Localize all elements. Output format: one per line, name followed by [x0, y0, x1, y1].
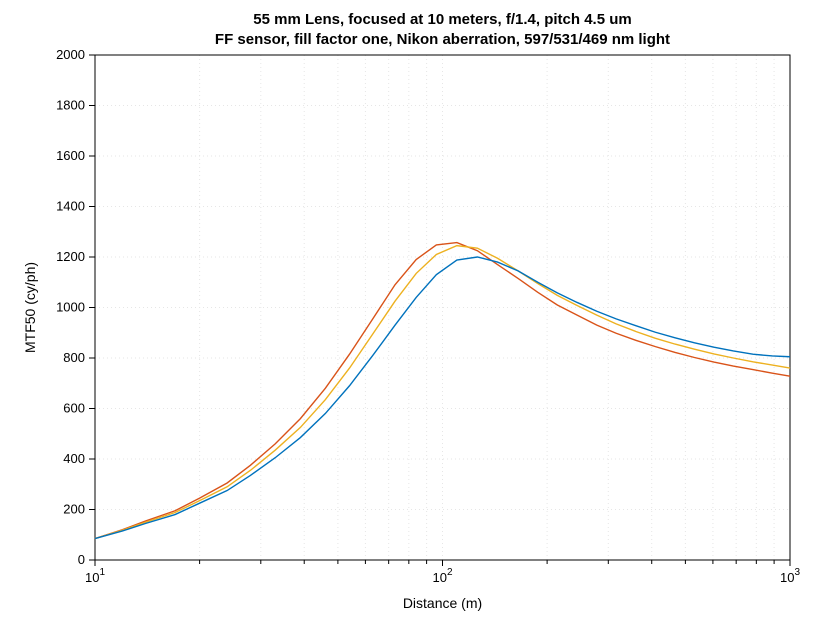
- tick-label-y: 1200: [56, 249, 85, 264]
- tick-label-y: 800: [63, 350, 85, 365]
- chart-container: 55 mm Lens, focused at 10 meters, f/1.4,…: [0, 0, 840, 630]
- mtf-chart: 55 mm Lens, focused at 10 meters, f/1.4,…: [0, 0, 840, 630]
- series-531-nm: [95, 246, 790, 539]
- tick-label-x: 103: [780, 567, 800, 585]
- tick-label-y: 0: [78, 552, 85, 567]
- tick-label-y: 1000: [56, 300, 85, 315]
- tick-label-y: 1600: [56, 148, 85, 163]
- x-axis-label: Distance (m): [403, 595, 482, 611]
- tick-label-y: 1400: [56, 199, 85, 214]
- tick-label-y: 200: [63, 502, 85, 517]
- tick-label-y: 2000: [56, 47, 85, 62]
- tick-label-x: 102: [432, 567, 452, 585]
- chart-title-line2: FF sensor, fill factor one, Nikon aberra…: [215, 31, 670, 48]
- tick-label-x: 101: [85, 567, 105, 585]
- y-axis-label: MTF50 (cy/ph): [22, 262, 38, 353]
- tick-label-y: 600: [63, 401, 85, 416]
- series-597-nm: [95, 243, 790, 539]
- tick-label-y: 400: [63, 451, 85, 466]
- tick-label-y: 1800: [56, 98, 85, 113]
- chart-title-line1: 55 mm Lens, focused at 10 meters, f/1.4,…: [253, 11, 631, 28]
